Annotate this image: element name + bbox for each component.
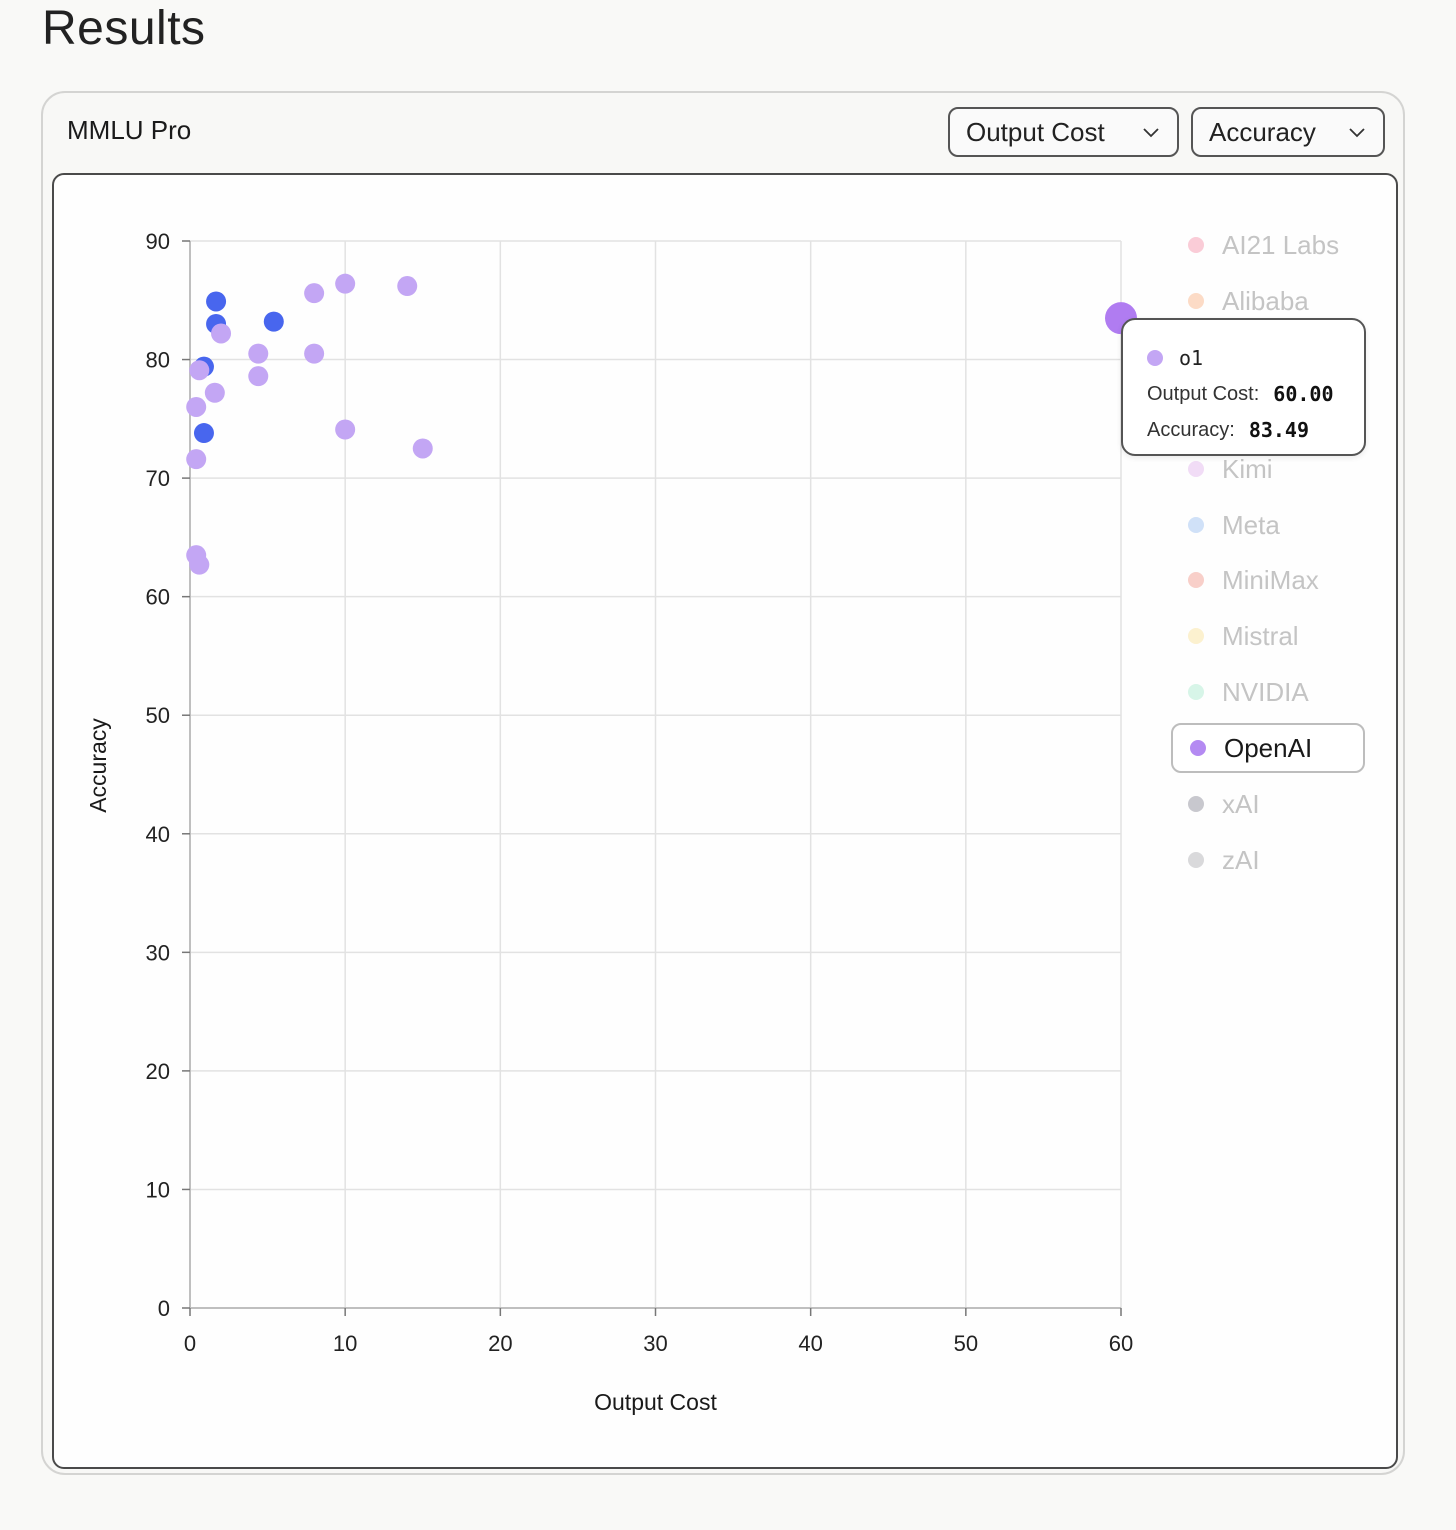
y-axis-label: Accuracy: [85, 718, 111, 813]
x-tick-label: 50: [954, 1331, 978, 1356]
legend-item-ai21-labs[interactable]: AI21 Labs: [1171, 220, 1365, 270]
tooltip-x-value: 60.00: [1273, 382, 1334, 406]
x-tick-label: 60: [1109, 1331, 1133, 1356]
legend-item-openai[interactable]: OpenAI: [1171, 723, 1365, 773]
legend-item-minimax[interactable]: MiniMax: [1171, 555, 1365, 605]
y-tick-label: 0: [158, 1296, 170, 1321]
legend-label: OpenAI: [1224, 732, 1313, 763]
legend-dot: [1188, 572, 1204, 588]
legend-dot: [1188, 796, 1204, 812]
tooltip-y-label: Accuracy:: [1147, 418, 1235, 441]
chevron-down-icon: [1349, 128, 1365, 138]
x-tick-label: 40: [798, 1331, 822, 1356]
tooltip-y-value: 83.49: [1248, 418, 1310, 442]
legend-label: NVIDIA: [1222, 676, 1309, 707]
tooltip-point-name: o1: [1179, 346, 1204, 370]
legend-item-kimi[interactable]: Kimi: [1171, 444, 1365, 494]
data-point-deepseek: [193, 423, 214, 444]
data-point-openai: [211, 323, 232, 344]
data-point-openai: [335, 273, 356, 294]
data-point-openai: [335, 419, 356, 440]
benchmark-title: MMLU Pro: [67, 115, 192, 145]
y-tick-label: 80: [146, 348, 170, 373]
tooltip: o1 Output Cost: 60.00 Accuracy: 83.49: [1121, 318, 1366, 456]
legend-item-xai[interactable]: xAI: [1171, 779, 1365, 829]
x-tick-label: 10: [333, 1331, 357, 1356]
legend-item-zai[interactable]: zAI: [1171, 835, 1365, 885]
x-tick-label: 30: [643, 1331, 667, 1356]
data-point-openai: [304, 283, 325, 304]
y-tick-label: 50: [146, 703, 170, 728]
legend-dot: [1188, 461, 1204, 477]
data-point-openai: [189, 360, 210, 381]
legend-dot: [1188, 293, 1204, 309]
y-tick-label: 70: [146, 466, 170, 491]
data-point-deepseek: [263, 311, 284, 332]
legend-label: Mistral: [1222, 620, 1299, 651]
legend-dot: [1188, 684, 1204, 700]
chevron-down-icon: [1143, 128, 1159, 138]
data-point-openai: [248, 343, 269, 364]
data-point-openai: [186, 449, 207, 470]
legend-item-alibaba[interactable]: Alibaba: [1171, 276, 1365, 326]
legend-dot: [1190, 740, 1206, 756]
y-tick-label: 10: [146, 1177, 170, 1202]
x-axis-label: Output Cost: [594, 1389, 717, 1415]
data-point-openai: [189, 554, 210, 575]
legend-dot: [1188, 628, 1204, 644]
y-axis-select-label: Accuracy: [1209, 116, 1316, 147]
data-point-openai: [186, 396, 207, 417]
legend-label: zAI: [1222, 844, 1260, 875]
y-tick-label: 40: [146, 822, 170, 847]
y-tick-label: 60: [146, 585, 170, 610]
data-point-openai: [304, 343, 325, 364]
tooltip-x-label: Output Cost:: [1147, 382, 1260, 405]
legend-label: Alibaba: [1222, 285, 1309, 316]
legend-label: Kimi: [1222, 453, 1273, 484]
data-point-openai: [412, 438, 433, 459]
y-tick-label: 90: [146, 229, 170, 254]
data-point-openai: [248, 366, 269, 387]
legend-label: AI21 Labs: [1222, 229, 1340, 260]
legend-label: MiniMax: [1222, 564, 1319, 595]
legend-label: Meta: [1222, 509, 1280, 540]
legend-item-nvidia[interactable]: NVIDIA: [1171, 667, 1365, 717]
x-tick-label: 0: [184, 1331, 196, 1356]
legend-dot: [1188, 237, 1204, 253]
y-axis-select[interactable]: Accuracy: [1191, 107, 1385, 157]
legend-dot: [1188, 517, 1204, 533]
x-axis-select-label: Output Cost: [966, 116, 1105, 147]
x-axis-select[interactable]: Output Cost: [948, 107, 1179, 157]
legend-label: xAI: [1222, 788, 1260, 819]
data-point-deepseek: [206, 291, 227, 312]
y-tick-label: 30: [146, 940, 170, 965]
y-tick-label: 20: [146, 1059, 170, 1084]
legend-item-meta[interactable]: Meta: [1171, 500, 1365, 550]
data-point-openai: [397, 276, 418, 297]
data-point-openai: [204, 382, 225, 403]
x-tick-label: 20: [488, 1331, 512, 1356]
legend-item-mistral[interactable]: Mistral: [1171, 611, 1365, 661]
legend-dot: [1188, 852, 1204, 868]
tooltip-series-dot: [1147, 350, 1163, 366]
page-title: Results: [42, 2, 206, 55]
